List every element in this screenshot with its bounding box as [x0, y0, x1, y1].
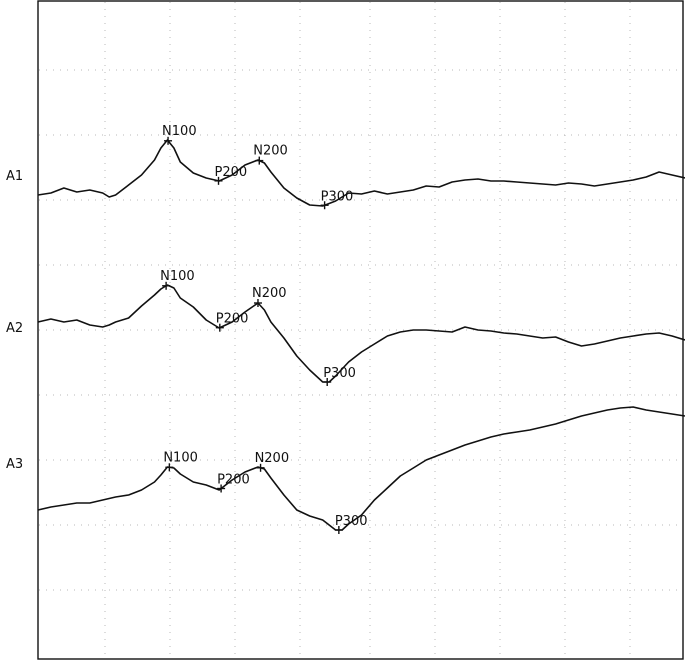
traces: [37, 139, 685, 531]
marker-label: N200: [255, 451, 290, 466]
grid-lines: [39, 2, 682, 658]
component-markers: N100P200N200P300N100P200N200P300N100P200…: [160, 124, 368, 534]
marker-label: P200: [215, 165, 248, 180]
marker-label: P300: [335, 514, 368, 529]
trace-a3: [37, 406, 685, 531]
marker-n100: N100: [163, 450, 198, 472]
marker-n200: N200: [255, 451, 290, 472]
channel-labels: A1 A2 A3: [6, 169, 23, 472]
channel-label-a2: A2: [6, 321, 23, 336]
marker-label: P300: [323, 366, 356, 381]
marker-p300: P300: [320, 189, 354, 210]
marker-n200: N200: [252, 286, 287, 307]
marker-p200: P200: [214, 165, 248, 185]
marker-label: N100: [163, 450, 198, 465]
marker-n100: N100: [160, 269, 195, 290]
marker-n200: N200: [253, 144, 288, 165]
marker-label: N100: [162, 124, 197, 139]
marker-p300: P300: [323, 366, 356, 386]
marker-label: P200: [217, 473, 250, 488]
trace-a2: [37, 284, 685, 383]
marker-p200: P200: [215, 312, 249, 332]
marker-label: N200: [252, 286, 287, 301]
marker-p300: P300: [334, 514, 368, 534]
marker-p200: P200: [217, 473, 250, 493]
channel-label-a1: A1: [6, 169, 23, 184]
marker-label: N200: [253, 144, 288, 159]
marker-label: P200: [216, 312, 249, 327]
marker-label: N100: [160, 269, 195, 284]
channel-label-a3: A3: [6, 457, 23, 472]
trace-a1: [37, 139, 685, 207]
marker-n100: N100: [162, 124, 197, 145]
marker-label: P300: [321, 189, 354, 204]
plot-frame: [37, 0, 684, 660]
